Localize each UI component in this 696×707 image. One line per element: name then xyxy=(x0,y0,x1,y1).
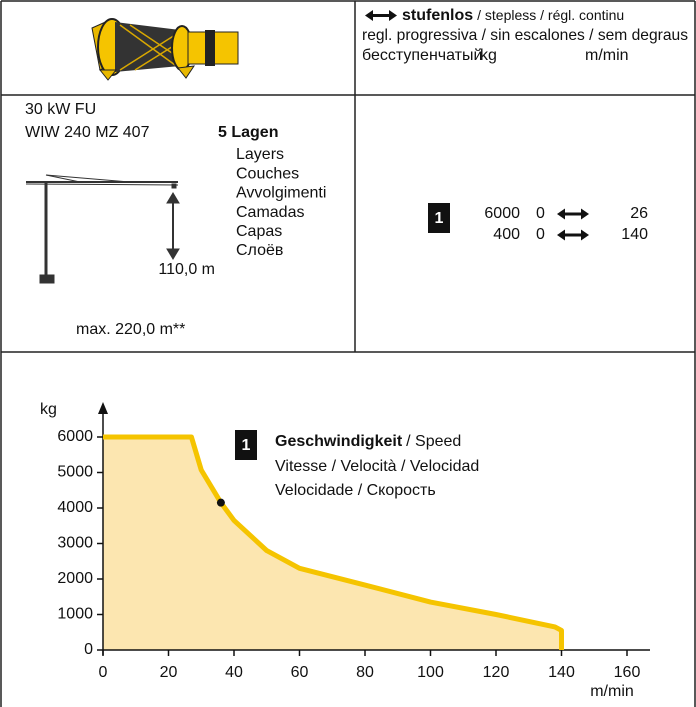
y-tick-label: 0 xyxy=(84,641,93,658)
y-tick-label: 4000 xyxy=(57,499,93,516)
layer-label: Avvolgimenti xyxy=(236,185,326,202)
header-line: regl. progressiva / sin escalones / sem … xyxy=(362,27,688,44)
y-tick-label: 6000 xyxy=(57,428,93,445)
unit-load: kg xyxy=(480,47,497,64)
layer-label: Camadas xyxy=(236,204,304,221)
x-tick-label: 40 xyxy=(225,664,243,681)
y-tick-label: 3000 xyxy=(57,535,93,552)
layers-count: 5 Lagen xyxy=(218,124,278,141)
annotation-line: Vitesse / Velocità / Velocidad xyxy=(275,458,479,475)
page: stufenlos/ stepless / régl. continu regl… xyxy=(0,0,696,707)
motor-model: WIW 240 MZ 407 xyxy=(25,124,150,141)
layer-label: Слоёв xyxy=(236,242,283,259)
header-line: бесступенчатый xyxy=(362,47,482,64)
layer-label: Capas xyxy=(236,223,282,240)
gear-speed-max: 140 xyxy=(621,226,648,243)
x-tick-label: 0 xyxy=(99,664,108,681)
datasheet: stufenlos/ stepless / régl. continu regl… xyxy=(0,0,696,707)
winch-image xyxy=(92,19,238,80)
arrow-icon xyxy=(365,10,397,21)
x-tick-label: 140 xyxy=(548,664,575,681)
gear-speed-max: 26 xyxy=(630,205,648,222)
x-tick-label: 160 xyxy=(614,664,641,681)
gear-speed-min: 0 xyxy=(536,226,545,243)
annotation-marker xyxy=(217,499,225,507)
arrow-icon xyxy=(557,209,565,220)
x-tick-label: 100 xyxy=(417,664,444,681)
y-axis-arrow xyxy=(98,402,108,414)
crane-icon xyxy=(26,175,179,283)
x-axis-label: m/min xyxy=(590,683,634,700)
x-tick-label: 80 xyxy=(356,664,374,681)
header-title: stufenlos/ stepless / régl. continu xyxy=(402,7,624,25)
y-tick-label: 5000 xyxy=(57,464,93,481)
annotation-bold: Geschwindigkeit xyxy=(275,433,403,450)
arrow-icon xyxy=(557,230,565,241)
annotation-line: Velocidade / Скорость xyxy=(275,482,436,499)
annotation-rest: / Speed xyxy=(406,433,461,450)
arrow-icon xyxy=(562,213,584,216)
x-tick-label: 60 xyxy=(291,664,309,681)
header-bold: stufenlos xyxy=(402,7,473,24)
arrow-icon xyxy=(581,209,589,220)
y-axis-label: kg xyxy=(40,401,57,418)
x-tick-label: 120 xyxy=(483,664,510,681)
motor-power: 30 kW FU xyxy=(25,101,96,118)
y-tick-label: 1000 xyxy=(57,606,93,623)
gear-speed-min: 0 xyxy=(536,205,545,222)
badge-label: 1 xyxy=(242,437,251,454)
layer-label: Layers xyxy=(236,146,284,163)
annotation-title: Geschwindigkeit/ Speed xyxy=(275,433,461,450)
arrow-icon xyxy=(581,230,589,241)
gear-load: 400 xyxy=(493,226,520,243)
max-height: max. 220,0 m** xyxy=(76,321,185,338)
header-rest: / stepless / régl. continu xyxy=(477,7,624,23)
layer-label: Couches xyxy=(236,165,299,182)
x-tick-label: 20 xyxy=(160,664,178,681)
hook-height: 110,0 m xyxy=(158,261,215,278)
arrow-icon xyxy=(562,234,584,237)
unit-speed: m/min xyxy=(585,47,629,64)
badge-label: 1 xyxy=(435,210,444,227)
gear-load: 6000 xyxy=(484,205,520,222)
y-tick-label: 2000 xyxy=(57,570,93,587)
